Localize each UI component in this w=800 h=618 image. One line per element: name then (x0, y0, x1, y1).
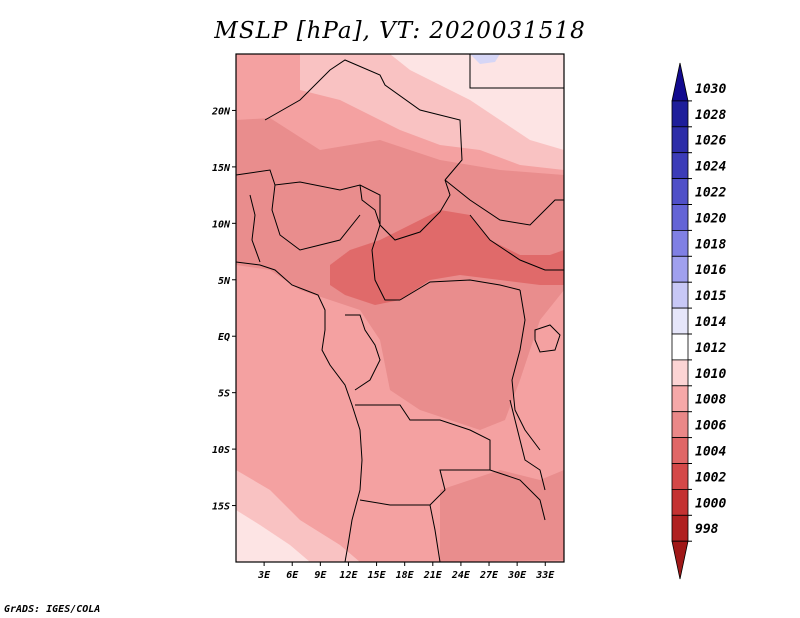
border-nigeria (271, 184, 361, 251)
field-1014-northeast (390, 54, 564, 150)
border-congo (345, 314, 381, 391)
colorbar: 1030 1028 1026 1024 1022 1020 1018 1016 1015 1014… (671, 62, 726, 580)
border-west-africa-inland (249, 194, 261, 263)
border-drc-east (511, 289, 541, 451)
colorbar-cell (671, 307, 689, 335)
colorbar-cell (671, 488, 689, 516)
colorbar-label: 1030 (695, 82, 726, 97)
map-area (236, 54, 564, 562)
coastline-west-africa (236, 261, 363, 562)
border-rift-lakes (509, 399, 546, 491)
y-tick-label: 5N (218, 276, 231, 287)
colorbar-cell (671, 281, 689, 309)
colorbar-label: 1002 (695, 470, 726, 485)
colorbar-cell (671, 411, 689, 439)
border-southsudan (469, 214, 564, 271)
colorbar-cell (671, 126, 689, 154)
y-axis: 20N 15N 10N 5N EQ 5S 10S 15S (211, 106, 236, 513)
x-tick-label: 6E (286, 570, 299, 581)
colorbar-label: 1026 (695, 134, 726, 149)
colorbar-label: 1010 (695, 367, 726, 382)
x-axis: 3E 6E 9E 12E 15E 18E 21E 24E 27E 30E 33E (257, 562, 555, 581)
x-tick-label: 12E (339, 570, 358, 581)
border-cameroon-car (371, 224, 400, 301)
border-drc-angola (355, 404, 491, 470)
x-tick-label: 18E (396, 570, 415, 581)
y-tick-label: 15N (212, 163, 231, 174)
y-tick-label: 15S (212, 502, 230, 513)
y-tick-label: 10N (212, 219, 231, 230)
border-sudan (444, 179, 564, 226)
border-sahel (236, 169, 381, 225)
colorbar-label: 1022 (695, 186, 726, 201)
colorbar-label: 1014 (695, 315, 726, 330)
colorbar-cell (671, 152, 689, 179)
colorbar-cell (671, 437, 689, 464)
colorbar-label: 1028 (695, 108, 726, 123)
y-tick-label: 20N (211, 106, 231, 117)
colorbar-cell (671, 385, 689, 413)
colorbar-label: 1020 (695, 211, 726, 226)
y-tick-label: EQ (218, 332, 230, 343)
colorbar-cell (671, 540, 689, 580)
x-tick-label: 30E (507, 570, 527, 581)
y-tick-label: 10S (212, 445, 230, 456)
chart-title: MSLP [hPa], VT: 2020031518 (214, 18, 586, 44)
x-tick-label: 9E (314, 570, 327, 581)
border-car-drc (399, 279, 521, 301)
colorbar-label: 1012 (695, 341, 726, 356)
colorbar-label: 1015 (695, 289, 726, 304)
field-1006-core (330, 210, 564, 305)
coastlines-borders (236, 54, 564, 562)
footer-credit: GrADS: IGES/COLA (4, 604, 101, 615)
colorbar-cell (671, 62, 689, 102)
border-lake-chad (359, 179, 451, 241)
colorbar-label: 1000 (695, 496, 726, 511)
x-tick-label: 3E (257, 570, 271, 581)
colorbar-cell (671, 255, 689, 283)
colorbar-cell (671, 333, 689, 361)
x-tick-label: 24E (451, 570, 471, 581)
colorbar-label: 1008 (695, 393, 726, 408)
colorbar-cell (671, 204, 689, 231)
border-lake-victoria (534, 324, 561, 353)
colorbar-cell (671, 229, 689, 257)
colorbar-label: 1004 (695, 445, 726, 460)
border-namibia (429, 504, 441, 562)
colorbar-label: 1024 (695, 160, 726, 175)
border-sahara-north (264, 59, 463, 181)
x-tick-label: 15E (368, 570, 387, 581)
border-zambia (440, 469, 546, 521)
colorbar-label: 998 (695, 522, 719, 537)
colorbar-label: 1016 (695, 263, 726, 278)
colorbar-cell (671, 178, 689, 205)
border-ne-box (469, 54, 564, 89)
colorbar-cell (671, 463, 689, 490)
colorbar-label: 1006 (695, 419, 726, 434)
field-1015-patch (470, 54, 500, 64)
x-tick-label: 33E (535, 570, 555, 581)
colorbar-cell (671, 359, 689, 387)
colorbar-cell (671, 514, 689, 542)
x-tick-label: 21E (423, 570, 443, 581)
field-1014-southwest (236, 510, 310, 562)
x-tick-label: 27E (479, 570, 499, 581)
y-tick-label: 5S (218, 389, 230, 400)
colorbar-label: 1018 (695, 237, 726, 252)
colorbar-cell (671, 100, 689, 128)
map-frame (235, 53, 565, 563)
